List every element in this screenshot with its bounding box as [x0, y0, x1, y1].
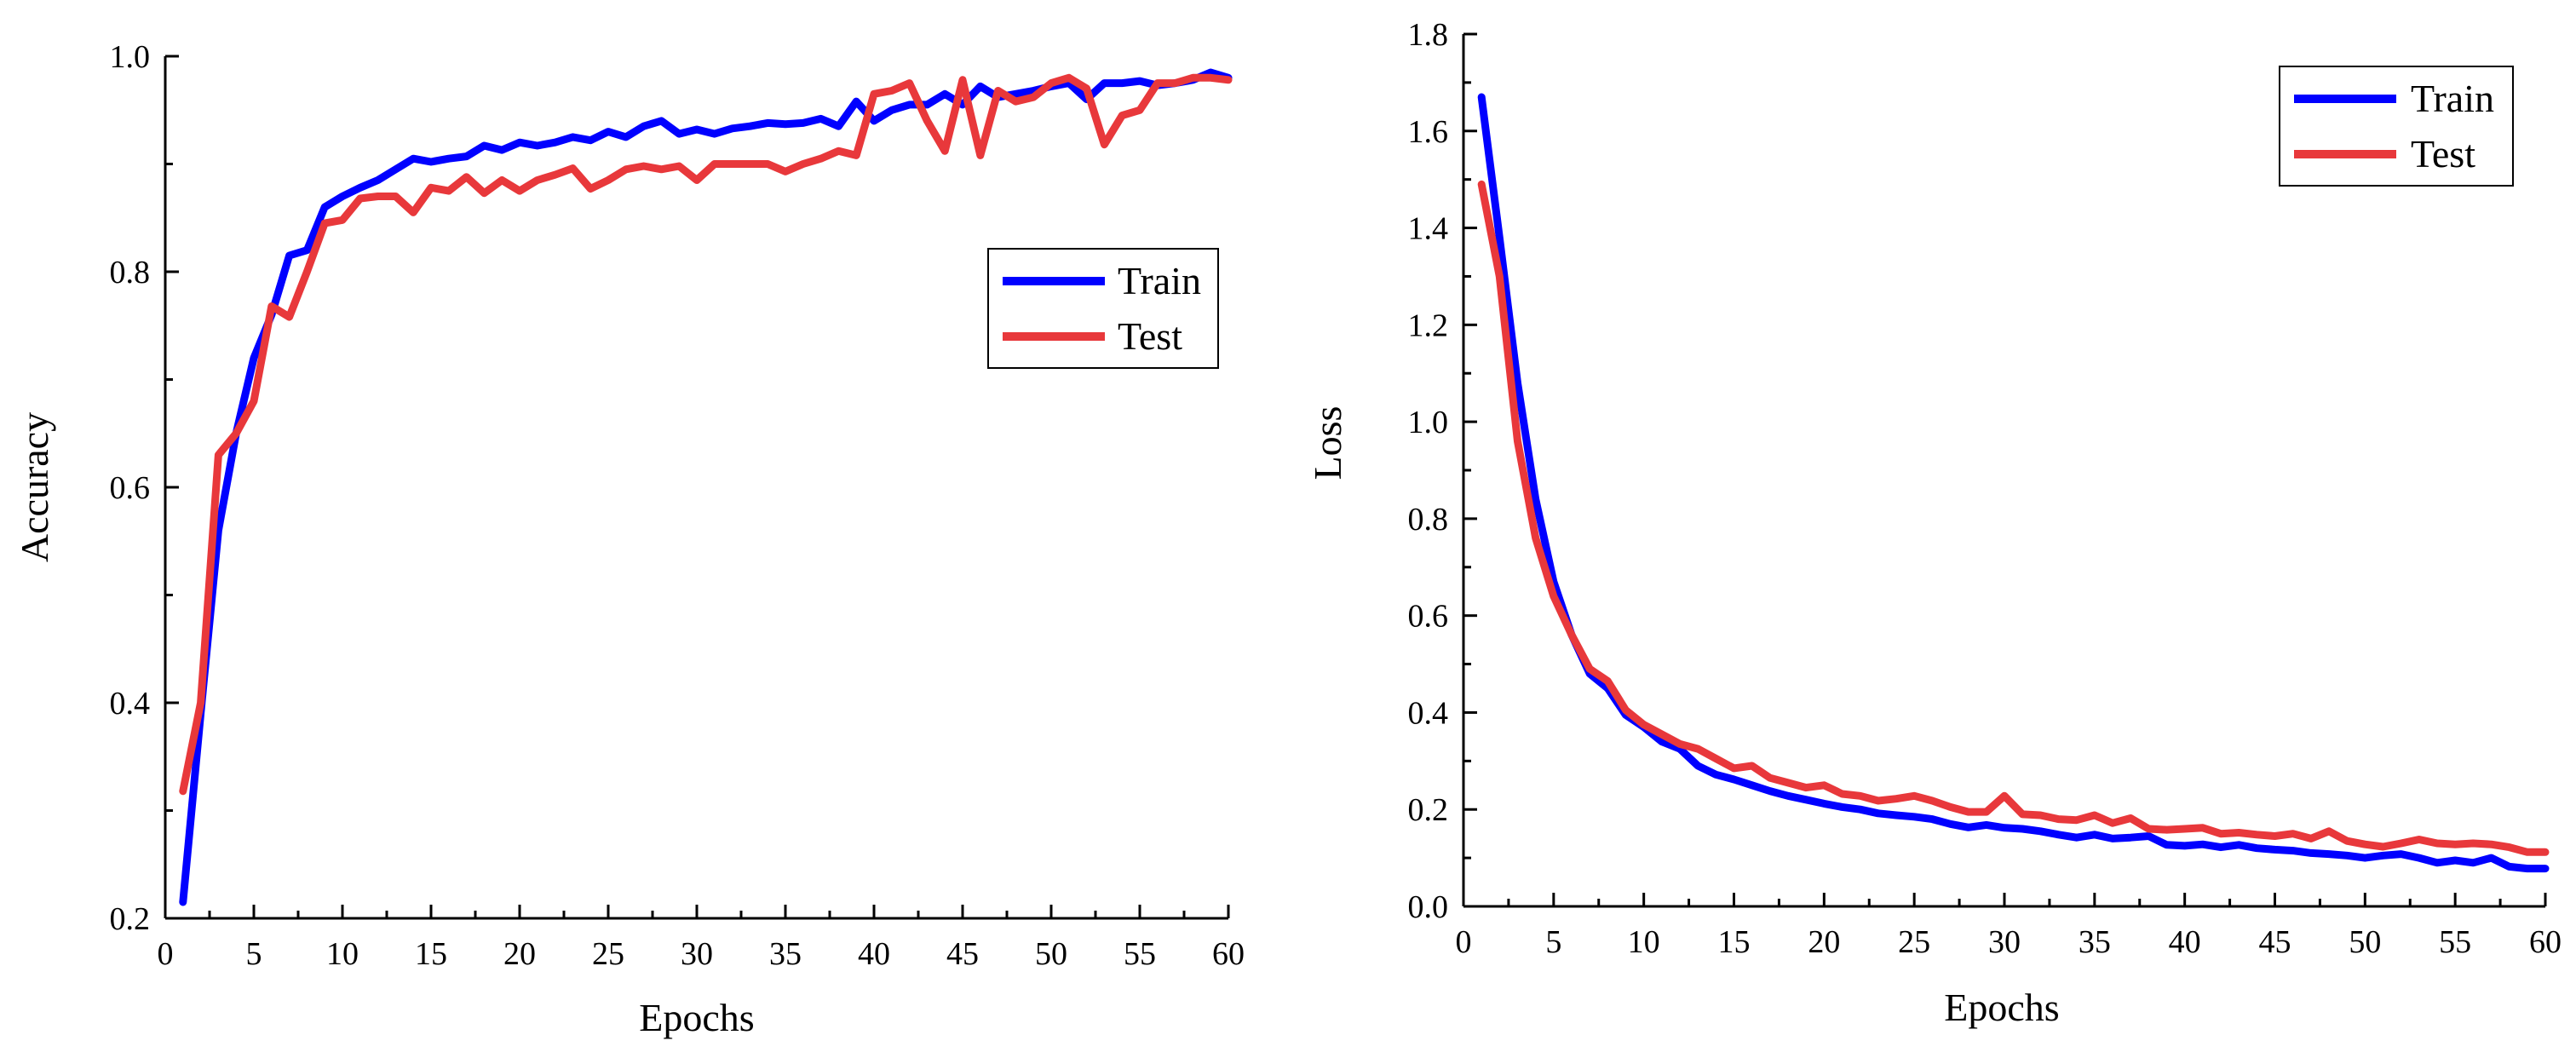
loss-y-axis-label: Loss [1306, 406, 1349, 480]
accuracy-y-tick-label: 0.8 [110, 255, 151, 290]
loss-x-tick-label: 0 [1456, 924, 1472, 960]
loss-series [1477, 93, 2550, 873]
accuracy-y-tick-label: 0.6 [110, 470, 151, 506]
accuracy-series [179, 68, 1233, 906]
accuracy-x-axis-label: Epochs [639, 996, 754, 1039]
loss-y-tick-label: 1.4 [1408, 211, 1449, 247]
accuracy-x-tick-label: 0 [158, 936, 174, 972]
accuracy-legend: Train Test [987, 248, 1219, 369]
accuracy-x-tick-label: 5 [246, 936, 262, 972]
accuracy-x-tick-label: 60 [1212, 936, 1245, 972]
loss-y-tick-label: 0.8 [1408, 502, 1449, 538]
accuracy-ticks: 0 5 10 15 20 25 30 35 40 45 50 55 60 0.2 0.4 0.6 0.8 1.0 [110, 39, 1245, 972]
accuracy-x-tick-label: 40 [858, 936, 890, 972]
loss-y-tick-label: 0.6 [1408, 599, 1449, 635]
accuracy-x-tick-label: 35 [769, 936, 802, 972]
loss-test-line [1477, 180, 2550, 856]
loss-x-tick-label: 60 [2529, 924, 2562, 960]
accuracy-legend-box [987, 248, 1219, 369]
loss-x-tick-label: 40 [2169, 924, 2201, 960]
accuracy-x-tick-label: 45 [946, 936, 979, 972]
accuracy-x-tick-label: 55 [1124, 936, 1156, 972]
loss-x-tick-label: 5 [1545, 924, 1561, 960]
accuracy-y-axis-label: Accuracy [13, 412, 56, 562]
loss-x-tick-label: 45 [2259, 924, 2291, 960]
loss-legend-train-label: Train [2411, 77, 2494, 120]
accuracy-x-tick-label: 30 [681, 936, 713, 972]
accuracy-y-tick-label: 0.4 [110, 686, 151, 722]
accuracy-y-tick-label: 1.0 [110, 39, 151, 75]
loss-y-tick-label: 1.8 [1408, 17, 1449, 53]
loss-x-tick-label: 50 [2349, 924, 2381, 960]
loss-x-tick-label: 55 [2439, 924, 2471, 960]
loss-y-tick-label: 0.4 [1408, 695, 1449, 731]
loss-train-line [1477, 93, 2550, 873]
loss-x-tick-label: 30 [1988, 924, 2021, 960]
loss-chart: 0 5 10 15 20 25 30 35 40 45 50 55 60 0.0 0.2 0.4 0.6 0.8 1… [1306, 17, 2562, 1029]
loss-y-tick-label: 0.0 [1408, 889, 1449, 925]
loss-x-tick-label: 20 [1808, 924, 1840, 960]
accuracy-x-tick-label: 15 [415, 936, 447, 972]
accuracy-chart: 0 5 10 15 20 25 30 35 40 45 50 55 600.20.40.60.81.0 … [13, 39, 1245, 1039]
accuracy-x-tick-label: 25 [592, 936, 624, 972]
loss-x-tick-label: 10 [1628, 924, 1660, 960]
accuracy-legend-train-label: Train [1118, 259, 1201, 302]
accuracy-x-tick-label: 50 [1035, 936, 1067, 972]
accuracy-train-line [179, 68, 1233, 906]
loss-x-tick-label: 35 [2079, 924, 2111, 960]
loss-y-tick-label: 1.6 [1408, 114, 1449, 150]
loss-x-tick-label: 25 [1898, 924, 1930, 960]
loss-x-tick-label: 15 [1718, 924, 1751, 960]
loss-legend: Train Test [2279, 66, 2514, 187]
accuracy-y-tick-label: 0.2 [110, 901, 151, 937]
accuracy-legend-test-label: Test [1118, 314, 1182, 358]
loss-y-tick-label: 0.2 [1408, 792, 1449, 828]
loss-x-axis-label: Epochs [1944, 986, 2059, 1029]
loss-y-tick-label: 1.2 [1408, 308, 1449, 343]
loss-legend-test-label: Test [2411, 132, 2475, 175]
accuracy-x-tick-label: 20 [503, 936, 536, 972]
accuracy-test-line [179, 73, 1233, 796]
loss-y-tick-label: 1.0 [1408, 405, 1449, 440]
loss-legend-box [2279, 66, 2514, 187]
accuracy-x-tick-label: 10 [326, 936, 359, 972]
